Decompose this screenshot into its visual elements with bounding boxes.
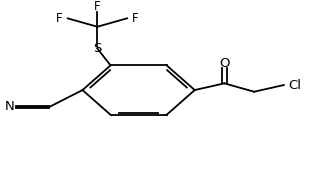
Text: F: F: [94, 0, 101, 13]
Text: N: N: [4, 100, 14, 113]
Text: F: F: [132, 12, 139, 25]
Text: O: O: [219, 57, 230, 70]
Text: F: F: [56, 12, 63, 25]
Text: S: S: [93, 42, 102, 55]
Text: Cl: Cl: [288, 78, 301, 92]
